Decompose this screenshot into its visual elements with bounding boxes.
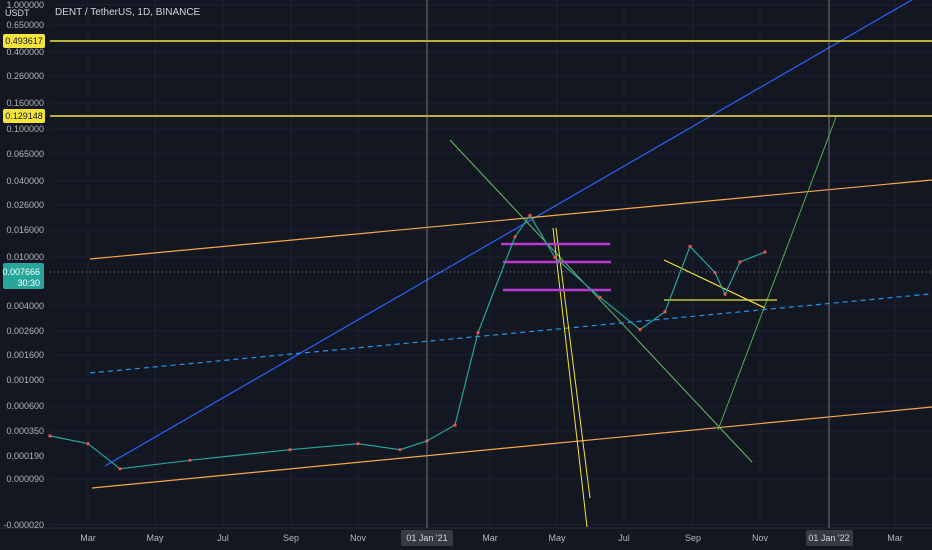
- quote-currency-label: USDT: [5, 8, 30, 18]
- future-date-badge: [806, 530, 853, 546]
- price-point: [48, 434, 52, 438]
- x-tick-label: Mar: [482, 533, 498, 543]
- chart-title: DENT / TetherUS, 1D, BINANCE: [55, 7, 201, 18]
- y-tick-label: 0.001000: [6, 375, 44, 385]
- crosshair-date-label: 01 Jan '21: [406, 533, 447, 543]
- x-tick-label: Mar: [887, 533, 903, 543]
- y-tick-label: 0.010000: [6, 252, 44, 262]
- horizontal-level-badge: [3, 109, 45, 123]
- horizontal-level-badge: [3, 34, 45, 48]
- x-tick-label: Jul: [217, 533, 229, 543]
- y-tick-label: 0.400000: [6, 47, 44, 57]
- x-tick-label: Mar: [80, 533, 96, 543]
- x-tick-label: May: [146, 533, 164, 543]
- future-date-label: 01 Jan '22: [808, 533, 849, 543]
- price-point: [288, 448, 292, 452]
- y-tick-label: 0.002600: [6, 326, 44, 336]
- x-tick-label: Sep: [283, 533, 299, 543]
- y-tick-label: 0.026000: [6, 200, 44, 210]
- price-point: [513, 235, 517, 239]
- green-downtrend-line: [449, 139, 753, 463]
- last-price-value: 0.007666: [2, 267, 40, 277]
- last-price-badge: [3, 263, 44, 289]
- yellow-drop-line-1: [552, 227, 588, 528]
- price-point: [476, 331, 480, 335]
- y-tick-label: 0.065000: [6, 149, 44, 159]
- price-point: [723, 292, 727, 296]
- y-tick-label: 0.000350: [6, 426, 44, 436]
- blue-trend-line: [104, 0, 913, 467]
- last-price-countdown: 30:30: [17, 278, 40, 288]
- y-tick-label: 0.000190: [6, 451, 44, 461]
- price-point: [118, 467, 122, 471]
- green-projection-line: [717, 116, 837, 431]
- crosshair-date-badge: [401, 530, 453, 546]
- price-point: [763, 250, 767, 254]
- x-tick-label: Sep: [685, 533, 701, 543]
- price-point: [86, 442, 90, 446]
- orange-channel-lower: [91, 406, 932, 489]
- y-tick-label: -0.000020: [3, 520, 44, 530]
- price-point: [738, 260, 742, 264]
- x-tick-label: Nov: [752, 533, 769, 543]
- price-point: [553, 255, 557, 260]
- y-tick-label: 0.160000: [6, 98, 44, 108]
- price-point: [528, 213, 532, 217]
- x-tick-label: Jul: [618, 533, 630, 543]
- y-tick-label: 0.001600: [6, 350, 44, 360]
- x-tick-label: May: [548, 533, 566, 543]
- y-tick-label: 0.004000: [6, 301, 44, 311]
- price-point: [356, 442, 360, 446]
- blue-dashed-trend-line: [89, 293, 931, 374]
- y-tick-label: 0.040000: [6, 176, 44, 186]
- y-tick-label: 0.000600: [6, 401, 44, 411]
- price-point: [688, 244, 692, 248]
- y-tick-label: 1.000000: [6, 0, 44, 10]
- y-tick-label: 0.000090: [6, 474, 44, 484]
- yellow-wedge-top: [663, 259, 766, 309]
- y-tick-label: 0.100000: [6, 124, 44, 134]
- horizontal-levels[interactable]: 0.493617 0.129148: [3, 34, 932, 123]
- price-point: [453, 423, 457, 427]
- price-point: [188, 458, 192, 462]
- price-point: [638, 327, 642, 332]
- y-tick-label: 0.016000: [6, 225, 44, 235]
- horizontal-level-value: 0.129148: [5, 111, 43, 121]
- orange-channel-upper: [89, 179, 932, 260]
- y-tick-label: 0.650000: [6, 20, 44, 30]
- price-point: [398, 448, 402, 452]
- grid: [50, 0, 932, 528]
- time-axis[interactable]: Mar May Jul Sep Nov Mar May Jul Sep Nov Mar: [80, 533, 903, 543]
- price-point: [663, 310, 667, 314]
- x-tick-label: Nov: [350, 533, 367, 543]
- yellow-drop-line-2: [555, 227, 591, 499]
- price-series: [48, 213, 767, 471]
- horizontal-level-value: 0.493617: [5, 36, 43, 46]
- price-point: [598, 295, 602, 299]
- price-point: [713, 271, 717, 275]
- trend-drawings[interactable]: [89, 0, 932, 528]
- y-tick-label: 0.260000: [6, 71, 44, 81]
- price-axis[interactable]: 1.000000 0.650000 0.400000 0.260000 0.160000…: [3, 0, 44, 530]
